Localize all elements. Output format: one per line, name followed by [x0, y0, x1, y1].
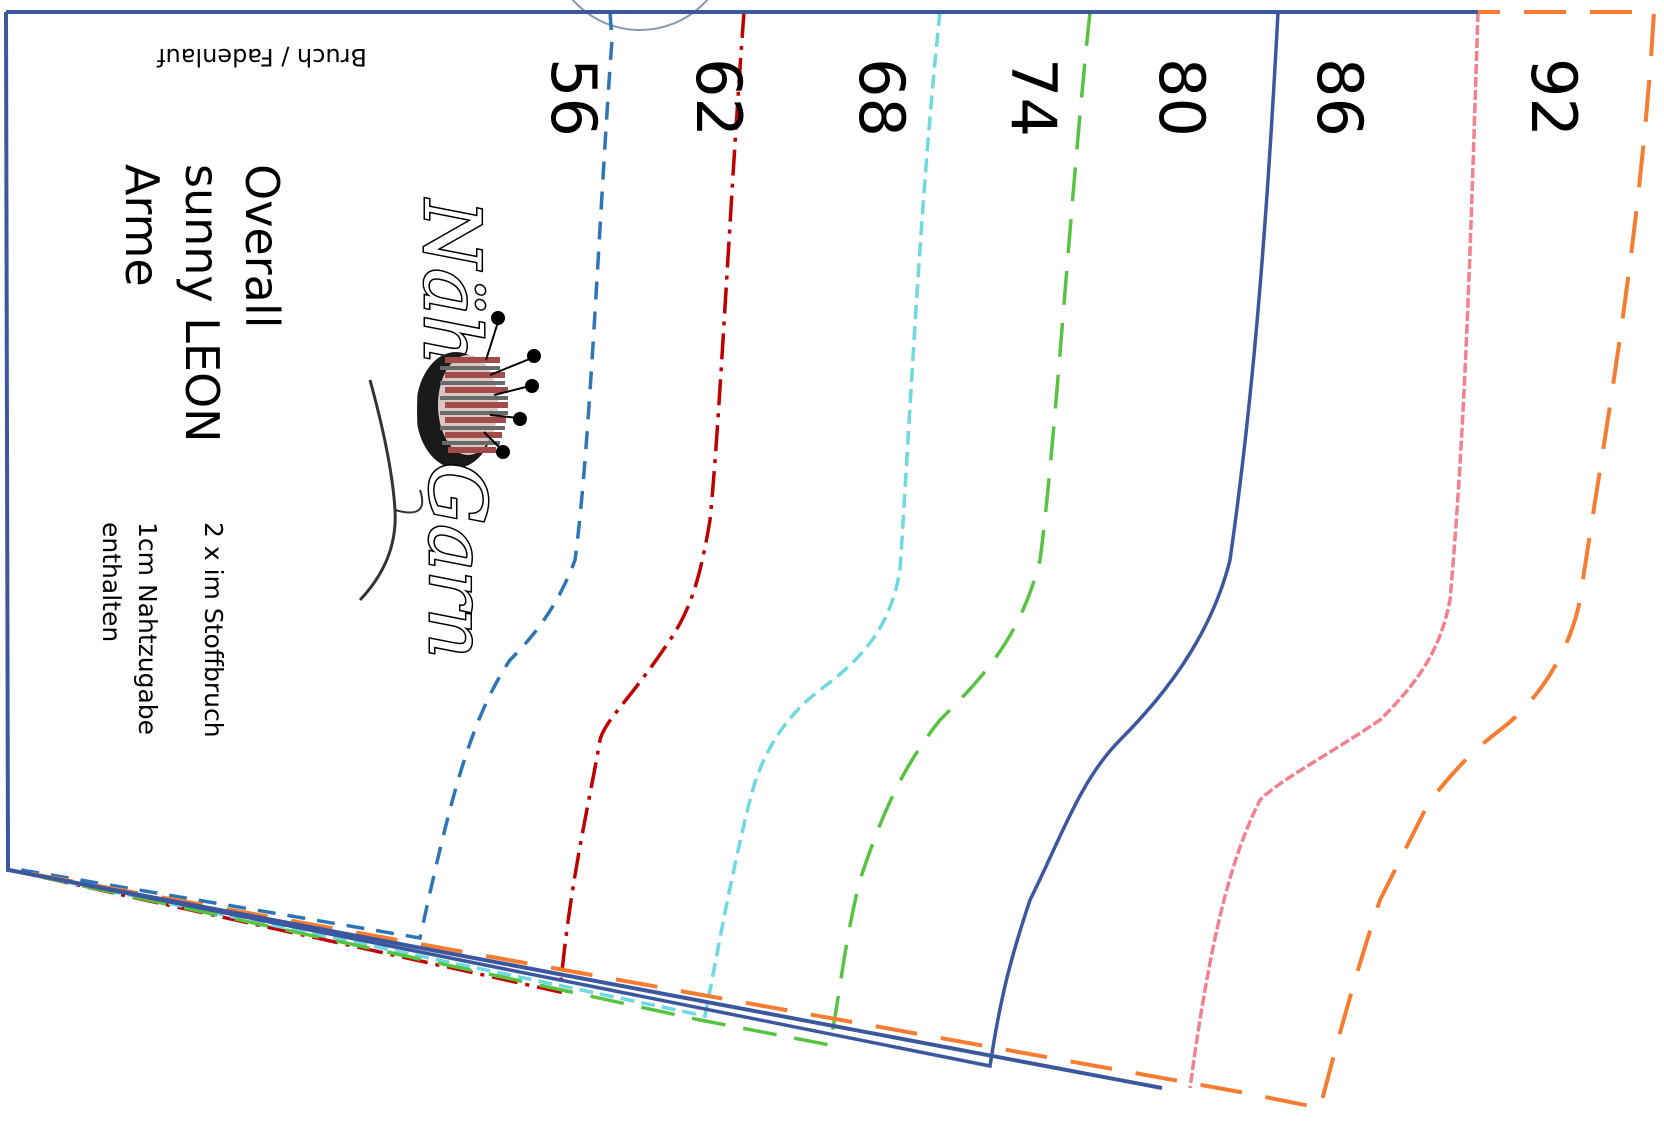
seam-allowance-line1: 1cm Nahtzugabe — [133, 522, 162, 735]
title-line-overall: Overall — [235, 164, 289, 328]
title-block: Overall sunny LEON Arme — [115, 164, 289, 443]
size-label-74: 74 — [997, 58, 1070, 137]
alignment-circle-mark — [571, 0, 709, 31]
size-line-62 — [9, 11, 746, 995]
size-label-68: 68 — [845, 58, 918, 137]
logo-word-right: Garn — [411, 462, 501, 658]
size-line-86 — [1188, 11, 1480, 1089]
cut-instruction: 2 x im Stoffbruch — [199, 522, 228, 738]
title-line-piece: Arme — [115, 164, 169, 287]
size-label-80: 80 — [1145, 58, 1218, 137]
title-line-model: sunny LEON — [175, 164, 229, 443]
size-cut-lines — [6, 10, 1657, 1111]
pincushion-icon — [411, 311, 541, 468]
fold-grainline-label: Bruch / Fadenlauf — [157, 43, 367, 71]
size-labels: 56 62 68 74 80 86 92 — [537, 58, 1590, 137]
size-label-86: 86 — [1303, 58, 1376, 137]
size-label-56: 56 — [537, 58, 610, 137]
size-line-56 — [9, 11, 614, 941]
size-line-92 — [6, 10, 1657, 1111]
pincushion-yarn-logo: Nähe Garn — [358, 197, 541, 660]
size-label-62: 62 — [682, 58, 755, 137]
seam-allowance-line2: enthalten — [97, 522, 126, 642]
pattern-outline — [4, 10, 1478, 1090]
size-line-68 — [9, 11, 942, 1019]
size-line-74 — [9, 11, 1092, 1048]
needle-icon — [358, 379, 424, 602]
size-line-80 — [9, 11, 1280, 1069]
info-block: 2 x im Stoffbruch 1cm Nahtzugabe enthalt… — [97, 522, 228, 738]
size-label-92: 92 — [1517, 58, 1590, 137]
